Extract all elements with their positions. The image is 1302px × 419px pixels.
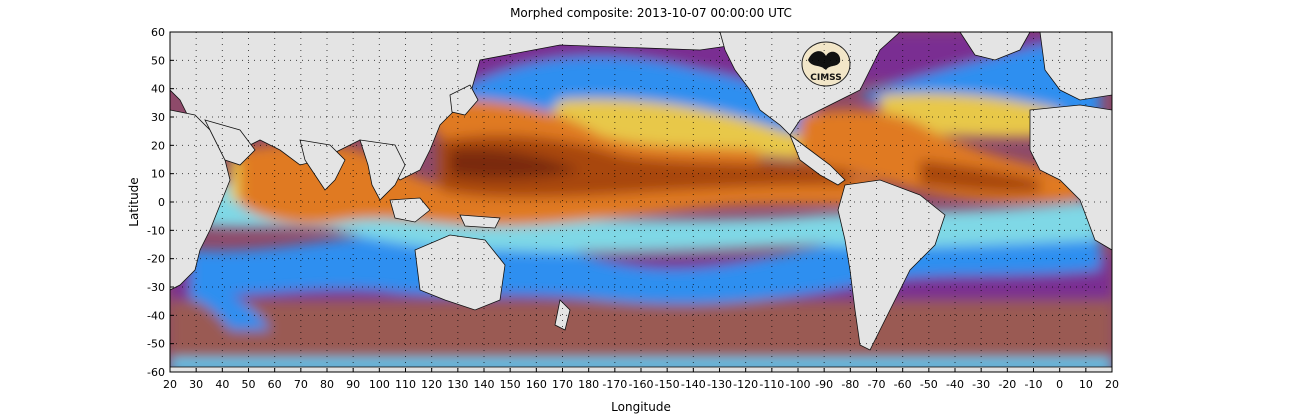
y-tick-label: -50 bbox=[147, 338, 165, 351]
plot-area: CIMSS bbox=[170, 32, 1112, 372]
x-tick-label: -140 bbox=[681, 378, 706, 391]
x-tick-label: 80 bbox=[320, 378, 334, 391]
x-tick-label: -130 bbox=[707, 378, 732, 391]
x-tick-label: 60 bbox=[268, 378, 282, 391]
x-tick-label: -20 bbox=[998, 378, 1016, 391]
x-tick-label: 100 bbox=[369, 378, 390, 391]
x-tick-label: 40 bbox=[215, 378, 229, 391]
x-tick-label: 120 bbox=[421, 378, 442, 391]
japan bbox=[449, 84, 479, 116]
arabia bbox=[204, 119, 256, 166]
y-tick-label: -30 bbox=[147, 281, 165, 294]
x-tick-label: 70 bbox=[294, 378, 308, 391]
india bbox=[299, 139, 346, 191]
x-tick-label: -40 bbox=[946, 378, 964, 391]
y-tick-label: 20 bbox=[151, 139, 165, 152]
cimss-logo-text: CIMSS bbox=[810, 73, 841, 83]
x-tick-label: -50 bbox=[920, 378, 938, 391]
y-tick-label: -10 bbox=[147, 224, 165, 237]
map-title: Morphed composite: 2013-10-07 00:00:00 U… bbox=[510, 6, 792, 20]
africa-west bbox=[1029, 104, 1112, 251]
south-america bbox=[837, 179, 946, 351]
x-tick-label: 130 bbox=[447, 378, 468, 391]
x-tick-label: 140 bbox=[474, 378, 495, 391]
x-tick-label: 30 bbox=[189, 378, 203, 391]
y-axis-label: Latitude bbox=[127, 177, 141, 226]
x-tick-label: -100 bbox=[786, 378, 811, 391]
australia bbox=[414, 234, 506, 311]
europe bbox=[1039, 32, 1112, 101]
indonesia bbox=[389, 197, 431, 223]
x-tick-label: -150 bbox=[655, 378, 680, 391]
y-tick-label: -20 bbox=[147, 253, 165, 266]
x-axis-label: Longitude bbox=[611, 400, 671, 414]
x-tick-label: 50 bbox=[242, 378, 256, 391]
x-tick-label: 150 bbox=[500, 378, 521, 391]
x-tick-label: 110 bbox=[395, 378, 416, 391]
land bbox=[170, 32, 1112, 372]
central-america bbox=[789, 133, 846, 186]
se-asia bbox=[359, 139, 406, 201]
y-tick-label: 10 bbox=[151, 168, 165, 181]
x-tick-label: 160 bbox=[526, 378, 547, 391]
x-tick-label: 180 bbox=[578, 378, 599, 391]
x-tick-label: 10 bbox=[1079, 378, 1093, 391]
x-tick-label: 90 bbox=[346, 378, 360, 391]
y-tick-label: 30 bbox=[151, 111, 165, 124]
y-tick-label: 40 bbox=[151, 83, 165, 96]
axis-ticks: 20 30 40 50 60 70 80 90 100 110 120 130 140 150 160 170… bbox=[147, 26, 1119, 391]
x-tick-label: -120 bbox=[733, 378, 758, 391]
x-tick-label: -170 bbox=[602, 378, 627, 391]
africa bbox=[170, 109, 231, 291]
y-tick-label: -40 bbox=[147, 309, 165, 322]
greenland bbox=[959, 32, 1031, 61]
y-tick-label: -60 bbox=[147, 366, 165, 379]
x-tick-label: 0 bbox=[1056, 378, 1063, 391]
x-tick-label: 20 bbox=[1105, 378, 1119, 391]
x-tick-label: -30 bbox=[972, 378, 990, 391]
grid-lines bbox=[170, 32, 1112, 372]
x-tick-label: -10 bbox=[1025, 378, 1043, 391]
x-tick-label: 20 bbox=[163, 378, 177, 391]
x-tick-label: 170 bbox=[552, 378, 573, 391]
x-tick-label: -70 bbox=[868, 378, 886, 391]
y-tick-label: 60 bbox=[151, 26, 165, 39]
y-tick-label: 50 bbox=[151, 54, 165, 67]
x-tick-label: -80 bbox=[841, 378, 859, 391]
x-tick-label: -160 bbox=[629, 378, 654, 391]
x-tick-label: -90 bbox=[815, 378, 833, 391]
cimss-logo: CIMSS bbox=[801, 41, 851, 87]
new-guinea bbox=[459, 214, 501, 229]
x-tick-label: -60 bbox=[894, 378, 912, 391]
x-tick-label: -110 bbox=[759, 378, 784, 391]
y-tick-label: 0 bbox=[158, 196, 165, 209]
